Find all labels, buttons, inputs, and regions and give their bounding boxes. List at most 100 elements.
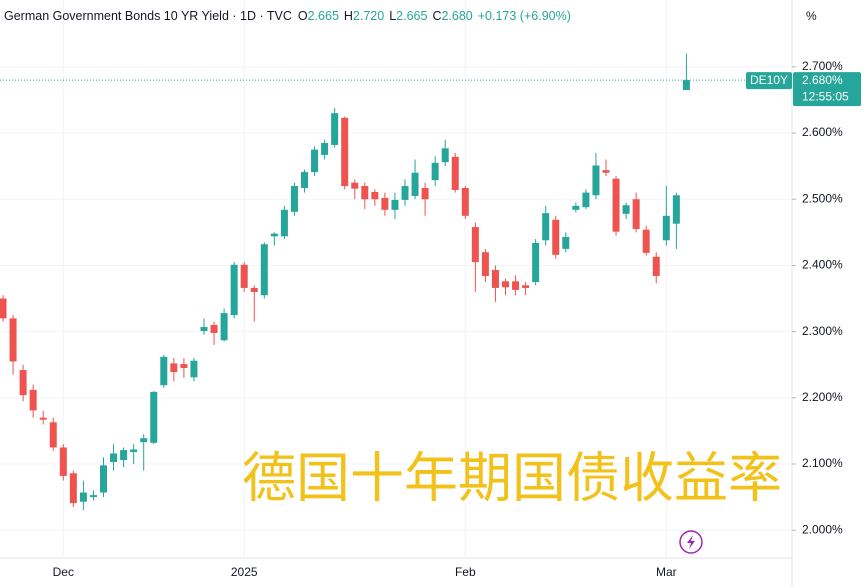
candle-body (79, 492, 87, 502)
candle-body (140, 438, 148, 443)
candle-body (180, 364, 188, 369)
y-tick-label: 2.500% (802, 191, 843, 205)
chart-title: German Government Bonds 10 YR Yield · 1D… (4, 9, 292, 23)
candle-body (572, 205, 580, 210)
ohlc-key: O (298, 9, 308, 23)
candle-body (562, 236, 570, 249)
overlay-text: 德国十年期国债收益率 (242, 447, 782, 510)
candle-body (632, 199, 640, 230)
candle-body (361, 186, 369, 200)
candle-body (321, 142, 329, 155)
candle-body (301, 172, 308, 188)
candle-body (532, 242, 540, 282)
candle-body (39, 417, 47, 420)
event-icon-bolt (687, 535, 695, 549)
candle-body (391, 199, 399, 210)
change: +0.173 (+6.90%) (478, 9, 571, 23)
candle-body (491, 270, 499, 288)
y-tick-label: 2.000% (802, 522, 843, 536)
candle-body (652, 256, 660, 277)
price-badge (793, 72, 861, 107)
x-tick-label: Dec (53, 565, 74, 579)
y-tick-label: 2.700% (802, 59, 843, 73)
axes: 2.000% 2.100% 2.200% 2.300% 2.400% 2.500% 2.60… (53, 59, 861, 579)
candle-body (29, 389, 37, 411)
candle-body (582, 192, 590, 208)
candle-body (69, 473, 77, 504)
candle-body (100, 465, 107, 493)
candle-body (592, 165, 600, 196)
axis-unit[interactable]: % (806, 9, 817, 23)
candle-body (522, 285, 530, 288)
candle-body (461, 187, 469, 216)
ohlc-value: 2.665 (308, 9, 339, 23)
countdown-label: 12:55:05 (802, 89, 849, 103)
y-tick-label: 2.100% (802, 456, 843, 470)
x-tick-label: Feb (455, 565, 476, 579)
candle-body (331, 113, 339, 145)
candle-body (0, 298, 7, 319)
candle-body (230, 264, 238, 316)
y-tick-label: 2.600% (802, 125, 843, 139)
ohlc-key: H (344, 9, 353, 23)
candle-body (662, 215, 670, 241)
candle-body (190, 360, 198, 378)
ohlc-value: 2.720 (353, 9, 384, 23)
y-tick-label: 2.200% (802, 390, 843, 404)
candle-body (512, 281, 520, 290)
candle-body (130, 449, 138, 453)
candle-body (421, 187, 429, 200)
candle-body (311, 149, 319, 173)
candle-body (250, 287, 258, 292)
candle-body (240, 264, 248, 288)
chart-header: German Government Bonds 10 YR Yield · 1D… (4, 9, 571, 23)
y-tick-label: 2.300% (802, 324, 843, 338)
candle-body (110, 453, 118, 463)
x-tick-label: Mar (656, 565, 677, 579)
candle-body (150, 391, 158, 443)
candle-body (642, 229, 650, 253)
candle-body (622, 205, 630, 214)
candle-body (552, 219, 560, 255)
candle-body (160, 356, 168, 386)
x-tick-label: 2025 (231, 565, 258, 579)
candle-body (381, 197, 389, 210)
candle-body (441, 148, 449, 163)
candle-body (260, 244, 268, 296)
candle-body (210, 325, 218, 333)
candle-body (411, 172, 419, 196)
candles (0, 53, 792, 511)
candle-body (341, 117, 349, 186)
candle-body (471, 227, 479, 263)
candle-body (371, 191, 379, 200)
candle-body (290, 186, 298, 212)
symbol-badge (746, 72, 792, 90)
candle-body (49, 422, 57, 448)
ohlc-key: C (432, 9, 441, 23)
candle-body (682, 80, 690, 91)
candle-body (220, 313, 228, 341)
candle-body (502, 281, 509, 288)
y-tick-label: 2.400% (802, 258, 843, 272)
candle-body (351, 182, 359, 189)
candle-body (89, 495, 97, 498)
candle-body (672, 195, 680, 224)
candle-body (481, 252, 489, 277)
candle-body (602, 170, 610, 173)
candle-body (431, 162, 439, 181)
ohlc-value: 2.665 (396, 9, 427, 23)
symbol-label: DE10Y (750, 73, 788, 87)
candle-body (270, 233, 278, 237)
candle-body (9, 318, 17, 362)
candle-body (542, 213, 550, 241)
candle-body (401, 186, 409, 200)
candle-body (200, 326, 208, 331)
ohlc-key: L (389, 9, 396, 23)
ohlc-value: 2.680 (441, 9, 472, 23)
candle-body (120, 450, 128, 461)
candle-body (59, 447, 67, 476)
